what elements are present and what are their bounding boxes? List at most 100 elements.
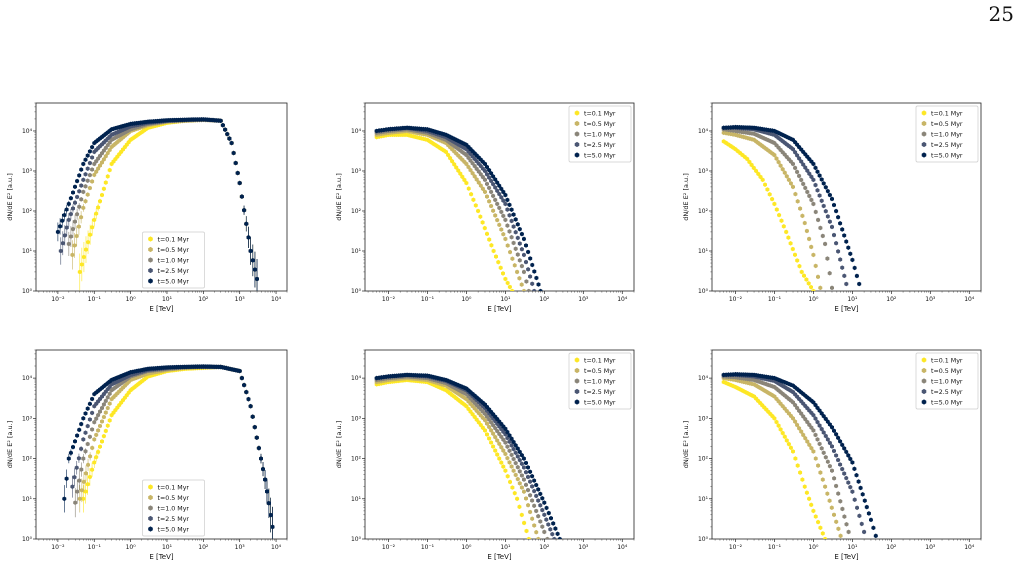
data-point [270, 524, 275, 530]
data-point [75, 178, 80, 184]
data-point [800, 213, 805, 219]
data-point [101, 414, 106, 420]
legend-entry: t=1.0 Myr [158, 505, 190, 512]
series-5 [55, 117, 259, 291]
data-point [536, 282, 541, 287]
data-point [58, 224, 63, 229]
data-point [513, 229, 518, 235]
data-point [840, 265, 845, 270]
x-tick-label: 10⁴ [964, 296, 975, 303]
data-point [825, 459, 830, 464]
data-point [524, 496, 528, 501]
data-point [836, 491, 841, 496]
data-point [85, 423, 90, 429]
y-tick-label: 10¹ [351, 496, 362, 503]
data-point [79, 262, 84, 267]
panel-6: 10⁻² 10⁻¹ 10⁰ 10¹ 10² 10³ 10⁴ 10⁰ 10¹ 10² 10³ 10⁴ E … [682, 349, 982, 561]
legend-marker [574, 388, 580, 395]
data-point [842, 446, 847, 451]
data-point [519, 512, 524, 518]
data-point [528, 479, 533, 484]
data-point [811, 428, 816, 433]
data-point [526, 502, 530, 508]
series-1 [721, 379, 828, 539]
data-point [795, 153, 800, 158]
data-point [503, 217, 508, 223]
data-point [816, 463, 821, 468]
legend-entry: t=2.5 Myr [158, 268, 190, 275]
data-point [470, 171, 475, 176]
data-point [105, 395, 110, 400]
data-point [797, 263, 802, 269]
data-point [263, 477, 268, 482]
data-point [793, 419, 798, 424]
legend-entry: t=1.0 Myr [584, 378, 616, 385]
x-tick-label: 10⁻¹ [421, 296, 435, 303]
data-point [545, 536, 550, 539]
legend-marker [921, 399, 927, 405]
legend-marker [574, 399, 580, 405]
data-point [786, 177, 791, 183]
legend: t=0.1 Myr t=0.5 Myr t=1.0 Myr t=2.5 Myr t=5.… [915, 352, 979, 410]
data-point [538, 519, 543, 524]
data-point [497, 191, 502, 197]
data-point [830, 444, 834, 449]
legend-marker [921, 120, 927, 127]
data-point [501, 271, 505, 276]
data-point [864, 504, 869, 510]
data-point [784, 229, 789, 235]
data-point [526, 536, 531, 539]
data-point [227, 136, 232, 141]
data-point [758, 174, 763, 180]
data-point [512, 490, 517, 496]
data-point [799, 429, 804, 434]
panel-2: 10⁻² 10⁻¹ 10⁰ 10¹ 10² 10³ 10⁴ 10⁰ 10¹ 10² 10³ 10⁴ E … [335, 102, 635, 313]
data-point [515, 464, 520, 470]
series-5 [374, 125, 543, 291]
y-tick-label: 10³ [698, 168, 709, 175]
data-point [818, 285, 823, 291]
data-layer [721, 124, 862, 291]
data-point [797, 173, 802, 179]
data-point [842, 273, 847, 279]
legend-entry: t=0.1 Myr [931, 110, 963, 117]
data-point [77, 269, 82, 275]
data-point [772, 152, 777, 158]
data-point [483, 428, 487, 433]
data-point [68, 195, 73, 201]
data-point [517, 276, 522, 281]
data-point [540, 507, 545, 513]
data-point [62, 212, 67, 218]
data-point [509, 207, 514, 212]
data-point [840, 442, 845, 448]
data-point [517, 258, 522, 263]
data-point [107, 391, 112, 397]
data-point [483, 189, 487, 195]
data-point [87, 149, 92, 154]
data-point [793, 456, 798, 461]
data-point [772, 416, 777, 421]
data-point [499, 460, 504, 465]
data-point [90, 155, 95, 160]
series-5 [721, 124, 862, 287]
data-point [825, 256, 830, 261]
data-point [807, 236, 812, 242]
legend-marker [921, 388, 927, 395]
data-point [96, 412, 101, 418]
data-point [791, 400, 795, 405]
data-point [813, 514, 818, 519]
x-tick-label: 10³ [578, 544, 589, 551]
data-point [811, 252, 816, 258]
data-point [522, 520, 527, 526]
data-point [852, 265, 857, 271]
panel-5: 10⁻² 10⁻¹ 10⁰ 10¹ 10² 10³ 10⁴ 10⁰ 10¹ 10² 10³ 10⁴ E … [335, 349, 635, 561]
data-point [791, 416, 795, 421]
data-point [64, 476, 69, 481]
data-point [799, 177, 804, 183]
data-point [83, 157, 88, 162]
data-point [809, 502, 814, 508]
data-point [493, 213, 498, 218]
data-point [75, 433, 80, 438]
data-point [487, 424, 492, 430]
data-point [782, 170, 787, 175]
